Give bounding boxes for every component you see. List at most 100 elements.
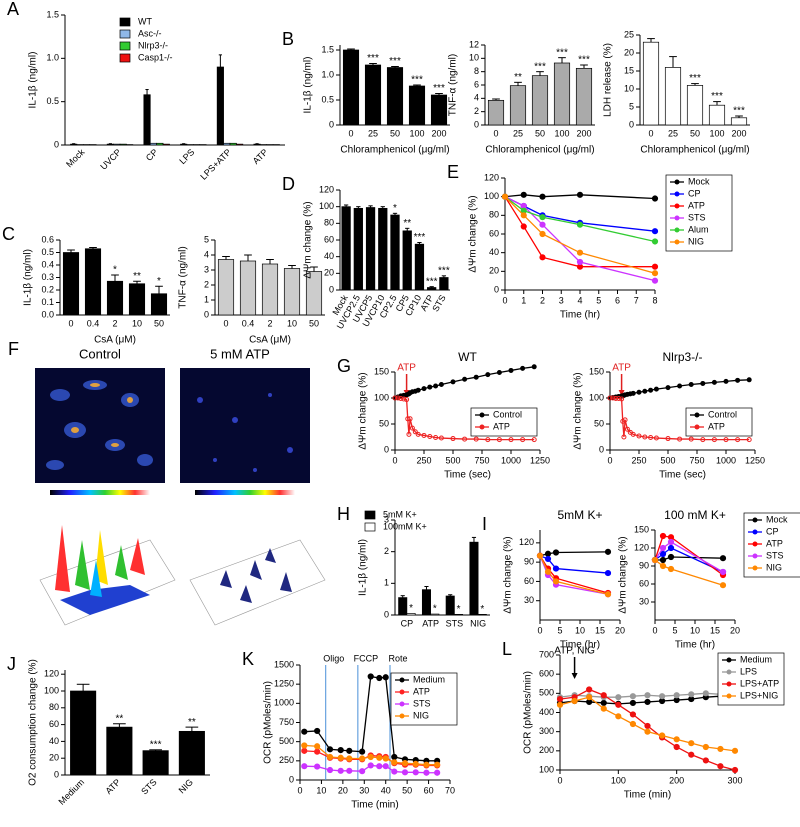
significance: *** bbox=[426, 276, 438, 287]
bar bbox=[477, 614, 487, 616]
x-tick-label: 1 bbox=[521, 295, 526, 305]
x-tick-label: 10 bbox=[690, 625, 700, 635]
legend-marker bbox=[479, 424, 485, 430]
data-point bbox=[586, 686, 593, 693]
y-axis-label: LDH release (%) bbox=[603, 43, 614, 117]
y-tick-label: 750 bbox=[279, 717, 294, 727]
micrograph bbox=[180, 368, 310, 483]
y-tick-label: 1 bbox=[384, 578, 389, 588]
data-point bbox=[731, 747, 739, 754]
data-point bbox=[702, 690, 709, 697]
significance: *** bbox=[411, 75, 423, 86]
legend-marker bbox=[674, 179, 680, 185]
bar bbox=[216, 66, 224, 146]
bar bbox=[386, 67, 404, 126]
data-point bbox=[407, 416, 413, 422]
data-point bbox=[462, 376, 468, 382]
data-point bbox=[659, 532, 667, 540]
y-tick-label: 0.0 bbox=[41, 309, 54, 319]
x-tick-label: 5 bbox=[557, 625, 562, 635]
bar bbox=[150, 293, 168, 316]
panel-letter: G bbox=[337, 356, 351, 376]
legend-marker bbox=[726, 669, 732, 675]
x-tick-label: 0 bbox=[392, 455, 397, 465]
legend-swatch bbox=[119, 41, 131, 51]
y-axis-label: OCR (pMoles/min) bbox=[263, 681, 274, 764]
y-tick-label: 60 bbox=[49, 719, 59, 729]
significance: *** bbox=[389, 56, 401, 67]
data-point bbox=[615, 701, 622, 708]
y-tick-label: 500 bbox=[279, 736, 294, 746]
y-tick-label: 50 bbox=[594, 418, 604, 428]
bar bbox=[283, 268, 301, 316]
legend-marker bbox=[726, 681, 732, 687]
data-point bbox=[301, 728, 308, 735]
data-point bbox=[673, 736, 680, 743]
y-tick-label: 120 bbox=[319, 184, 334, 194]
chart: 0 5 10 15 20 25 LDH release (%) 0 25 50 *** 100 *** 2… bbox=[603, 29, 750, 156]
data-point bbox=[576, 191, 584, 198]
x-tick-label: 1000 bbox=[716, 455, 736, 465]
bar bbox=[106, 280, 124, 316]
y-tick-label: 20 bbox=[624, 47, 634, 57]
chart: A 0 0.5 1.0 1.5 IL-1β (ng/ml) Mock UVCP CP LPS LPS… bbox=[7, 0, 285, 182]
bar bbox=[730, 117, 748, 126]
x-tick-label: 0.4 bbox=[87, 318, 100, 328]
x-tick-label: LPS bbox=[177, 147, 196, 166]
significance: *** bbox=[711, 91, 723, 102]
bar bbox=[178, 730, 205, 776]
y-tick-label: 40 bbox=[324, 251, 334, 261]
y-tick-label: 100 bbox=[589, 392, 604, 402]
cells-bright bbox=[71, 383, 133, 447]
x-tick-label: 50 bbox=[535, 128, 545, 138]
y-tick-label: 0.1 bbox=[41, 297, 54, 307]
data-point bbox=[395, 395, 401, 401]
data-point bbox=[642, 434, 648, 440]
bar bbox=[261, 263, 279, 316]
data-point bbox=[301, 747, 308, 754]
data-point bbox=[688, 751, 695, 758]
bar bbox=[236, 143, 244, 146]
data-point bbox=[723, 437, 729, 443]
data-point bbox=[415, 387, 421, 393]
x-axis-label: CsA (μM) bbox=[94, 335, 136, 346]
legend-label: ATP bbox=[688, 200, 705, 210]
bar bbox=[229, 142, 237, 146]
data-point bbox=[367, 753, 374, 761]
bar bbox=[70, 143, 78, 146]
data-point bbox=[434, 769, 441, 776]
data-point bbox=[376, 763, 383, 770]
legend-label: Medium bbox=[740, 654, 772, 664]
bar bbox=[162, 143, 170, 146]
x-tick-label: 200 bbox=[669, 775, 684, 785]
data-point bbox=[651, 556, 659, 564]
data-point bbox=[367, 673, 374, 680]
data-point bbox=[576, 249, 584, 256]
data-point bbox=[616, 396, 622, 402]
y-tick-label: 100 bbox=[539, 764, 554, 774]
chart: I 5mM K+ 30 60 90 120 ΔΨm change (%) 0 5 10 15 20 Ti… bbox=[482, 508, 625, 650]
data-point bbox=[552, 578, 560, 585]
data-point bbox=[648, 387, 654, 393]
y-tick-label: 1.0 bbox=[321, 69, 334, 79]
legend-marker bbox=[752, 565, 758, 571]
significance: ** bbox=[514, 72, 522, 83]
y-tick-label: 150 bbox=[374, 366, 389, 376]
x-tick-label: 100 bbox=[709, 128, 724, 138]
data-point bbox=[520, 212, 527, 219]
y-tick-label: 90 bbox=[639, 560, 649, 570]
y-tick-label: 600 bbox=[539, 669, 554, 679]
bar bbox=[106, 143, 114, 146]
y-tick-label: 1000 bbox=[274, 698, 294, 708]
data-point bbox=[659, 550, 667, 558]
x-tick-label: 0.4 bbox=[242, 318, 255, 328]
bar bbox=[149, 142, 158, 146]
y-tick-label: 500 bbox=[539, 688, 554, 698]
y-tick-label: 0.3 bbox=[41, 272, 54, 282]
y-tick-label: 2 bbox=[384, 546, 389, 556]
y-axis-label: ΔΨm change (%) bbox=[503, 536, 514, 613]
data-point bbox=[571, 697, 578, 705]
x-tick-label: 1000 bbox=[501, 455, 521, 465]
data-point bbox=[423, 769, 430, 776]
significance: * bbox=[409, 603, 413, 614]
